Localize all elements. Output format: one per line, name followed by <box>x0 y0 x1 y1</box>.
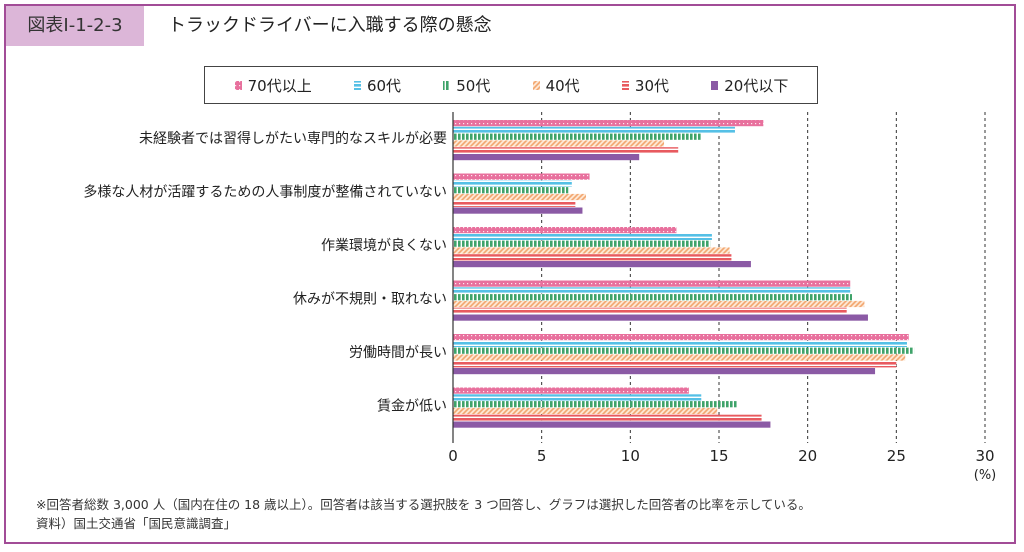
legend-label: 50代 <box>456 76 491 95</box>
bar-20代以下 <box>453 421 771 428</box>
category-label: 休みが不規則・取れない <box>293 292 447 308</box>
legend-item: 70代以上 <box>234 75 312 96</box>
bar-70代以上 <box>453 280 851 287</box>
x-tick-label: 5 <box>537 447 547 465</box>
category-label: 未経験者では習得しがたい専門的なスキルが必要 <box>139 130 447 147</box>
x-tick-label: 30 <box>975 447 994 465</box>
bar-50代 <box>453 347 915 354</box>
bar-50代 <box>453 240 711 247</box>
legend-swatch <box>443 81 451 90</box>
legend-label: 40代 <box>545 76 580 95</box>
legend-swatch <box>532 81 540 90</box>
bar-20代以下 <box>453 154 640 161</box>
legend-label: 60代 <box>366 76 402 95</box>
bar-40代 <box>453 140 665 147</box>
bar-60代 <box>453 287 851 294</box>
bar-20代以下 <box>453 368 876 375</box>
bar-30代 <box>453 414 762 421</box>
legend-item: 50代 <box>442 75 490 96</box>
bar-60代 <box>453 394 702 401</box>
legend-label: 70代以上 <box>247 76 312 95</box>
bar-50代 <box>453 294 852 301</box>
legend-item: 40代 <box>532 75 580 96</box>
legend-item: 30代 <box>621 75 669 96</box>
bar-30代 <box>453 147 679 154</box>
bar-70代以上 <box>453 173 590 180</box>
bar-50代 <box>453 401 737 408</box>
bar-60代 <box>453 340 907 347</box>
survey-footnote: ※回答者総数 3,000 人（国内在住の 18 歳以上）。回答者は該当する選択肢… <box>36 497 811 512</box>
legend-swatch <box>711 81 719 90</box>
bar-30代 <box>453 254 732 261</box>
source-footnote: 資料）国土交通省「国民意識調査」 <box>36 516 237 531</box>
bar-60代 <box>453 180 572 187</box>
bar-60代 <box>453 233 712 240</box>
bar-20代以下 <box>453 207 583 214</box>
legend-swatch <box>621 81 629 90</box>
figure-frame: 図表Ⅰ-1-2-3 トラックドライバーに入職する際の懸念 70代以上 60代 50代… <box>4 4 1016 544</box>
legend-item: 20代以下 <box>710 75 788 96</box>
bar-50代 <box>453 133 702 140</box>
bar-40代 <box>453 193 586 201</box>
x-unit-label: (%) <box>974 468 997 483</box>
bar-70代以上 <box>453 387 689 394</box>
bar-40代 <box>453 300 865 308</box>
bar-70代以上 <box>453 334 909 341</box>
bar-chart: 未経験者では習得しがたい専門的なスキルが必要多様な人材が活躍するための人事制度が… <box>83 112 997 483</box>
category-label: 多様な人材が活躍するための人事制度が整備されていない <box>83 184 447 201</box>
bar-30代 <box>453 307 847 314</box>
x-tick-label: 0 <box>448 447 458 465</box>
legend-swatch <box>353 81 361 90</box>
bar-40代 <box>453 247 730 254</box>
category-label: 労働時間が長い <box>349 345 447 361</box>
bar-30代 <box>453 200 576 207</box>
chart-legend: 70代以上 60代 50代 40代 30代 20代以下 <box>204 66 818 104</box>
x-tick-label: 20 <box>798 447 817 465</box>
x-tick-label: 15 <box>709 447 728 465</box>
bar-70代以上 <box>453 120 764 127</box>
bar-50代 <box>453 187 569 194</box>
legend-swatch <box>234 81 242 90</box>
category-label: 作業環境が良くない <box>321 238 447 254</box>
bar-70代以上 <box>453 227 677 234</box>
category-label: 賃金が低い <box>377 399 447 415</box>
bar-40代 <box>453 354 906 361</box>
bar-30代 <box>453 361 897 368</box>
legend-label: 20代以下 <box>724 76 789 95</box>
bar-20代以下 <box>453 261 751 268</box>
x-tick-label: 25 <box>887 447 906 465</box>
figure-title: トラックドライバーに入職する際の懸念 <box>168 15 492 36</box>
bar-40代 <box>453 407 718 415</box>
legend-item: 60代 <box>353 75 401 96</box>
legend-label: 30代 <box>634 76 670 95</box>
figure-label: 図表Ⅰ-1-2-3 <box>6 6 144 46</box>
bar-60代 <box>453 126 735 133</box>
x-tick-label: 10 <box>621 447 640 465</box>
bar-20代以下 <box>453 314 868 321</box>
